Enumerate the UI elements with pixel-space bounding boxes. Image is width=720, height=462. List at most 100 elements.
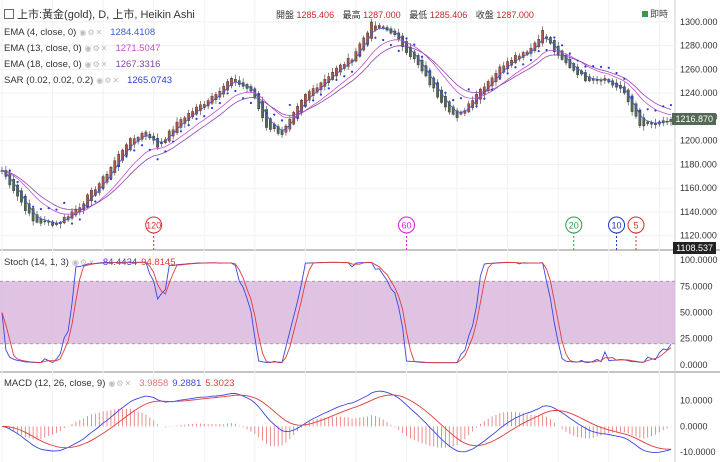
candle-body [490,77,494,87]
sar-dot [47,206,50,210]
legend-value: 1265.0743 [127,75,173,86]
sar-dot [576,59,579,62]
marker-label: 20 [569,221,579,231]
candle-body [12,179,16,191]
sar-dot [195,117,198,120]
sar-dot [179,130,183,133]
sar-dot [39,207,42,211]
candle-body [160,142,163,144]
sar-dot [452,99,455,102]
sar-dot [8,169,11,172]
sar-dot [537,50,540,53]
candle-body [412,51,416,60]
sar-dot [545,48,548,52]
candle-body [191,111,194,118]
sar-dot [444,91,447,94]
price-tick-label: 1300.000 [680,17,718,27]
candle-body [199,104,202,111]
sar-dot [203,115,206,118]
candle-body [654,123,657,125]
sar-dot [265,112,268,115]
candle-body [51,221,54,226]
legend-settings-icon[interactable]: ◉⚙✕ [84,60,109,69]
legend-settings-icon[interactable]: ◉⚙✕ [79,28,104,37]
sar-dot [374,36,377,39]
sar-dot [343,75,346,78]
legend-settings-icon[interactable]: ◉⚙✕ [84,44,109,53]
candle-body [572,63,576,71]
sar-dot [560,44,564,47]
legend-name: EMA (13, close, 0) [4,43,82,54]
legend-value: 1267.3316 [115,59,161,70]
sar-dot [249,101,253,105]
marker-label: 10 [612,221,622,231]
candle-body [296,105,299,119]
sar-dot [397,49,400,52]
candle-body [638,109,642,126]
candle-body [214,94,218,100]
candle-body [420,59,424,72]
legend-name: EMA (18, close, 0) [4,59,82,70]
candle-body [86,194,89,207]
candle-body [576,66,580,76]
candle-body [650,122,653,125]
close-value: 1287.000 [496,10,534,20]
sar-dot [125,155,128,158]
sar-dot [436,81,439,84]
legend-settings-icon[interactable]: ◉⚙✕ [96,76,121,85]
candle-body [447,101,451,113]
candle-body [541,29,545,44]
sar-dot [70,222,74,225]
legend-ema18[interactable]: EMA (18, close, 0) ◉⚙✕ 1267.3316 [4,59,160,71]
legend-macd[interactable]: MACD (12, 26, close, 9) ◉⚙✕ 3.9858 9.2881 5.… [4,378,234,390]
marker-label: 60 [402,221,412,231]
low-value: 1285.406 [429,10,468,20]
sar-dot [296,116,299,120]
stoch-tick-label: 50.0000 [680,308,713,318]
legend-sar[interactable]: SAR (0.02, 0.02, 0.2) ◉⚙✕ 1265.0743 [4,75,172,87]
sar-dot [234,89,237,93]
candle-body [132,138,136,145]
candle-body [587,76,591,82]
sar-dot [94,200,97,203]
legend-value: 1284.4108 [110,27,156,38]
candle-body [234,78,237,83]
sar-dot [623,77,626,80]
sar-dot [631,96,634,99]
sar-dot [514,66,517,69]
candle-body [183,117,187,124]
price-tick-label: 1280.000 [680,41,718,51]
sar-dot [366,43,369,46]
candle-body [377,25,381,29]
candle-body [514,55,517,63]
legend-settings-icon[interactable]: ◉⚙✕ [108,379,133,388]
legend-name: EMA (4, close, 0) [4,27,77,38]
candle-body [444,96,447,108]
candle-body [646,121,650,124]
sar-dot [669,103,673,107]
sar-dot [592,65,595,68]
legend-settings-icon[interactable]: ◉⚙✕ [71,258,96,267]
candle-body [409,46,412,57]
candle-body [175,121,179,134]
collapse-icon[interactable] [4,9,14,19]
symbol-title[interactable]: 上市:黃金(gold), D, 上市, Heikin Ashi [4,6,195,22]
sar-dot [335,78,338,82]
candle-body [362,37,366,51]
legend-ema13[interactable]: EMA (13, close, 0) ◉⚙✕ 1271.5047 [4,43,160,55]
sar-dot [568,52,571,55]
candle-body [261,100,264,119]
sar-dot [210,106,214,110]
candle-body [128,138,132,151]
sar-dot [522,63,525,66]
sar-dot [117,164,120,168]
sar-dot [148,148,151,151]
close-label: 收盤 [475,10,494,20]
legend-ema4[interactable]: EMA (4, close, 0) ◉⚙✕ 1284.4108 [4,27,155,39]
candle-body [319,82,323,91]
stoch-tick-label: 75.0000 [680,281,713,291]
candle-body [327,76,331,84]
stoch-tick-label: 0.0000 [680,360,708,370]
legend-stoch[interactable]: Stoch (14, 1, 3) ◉⚙✕ 84.4434 94.8145 [4,257,176,269]
